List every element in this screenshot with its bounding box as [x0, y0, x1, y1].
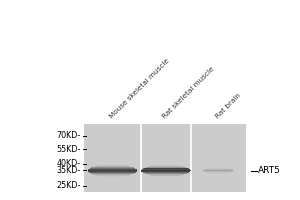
Bar [84, 124, 246, 192]
Bar [151, 175, 181, 176]
Bar [149, 166, 183, 167]
Bar [148, 174, 184, 175]
Text: 70KD-: 70KD- [57, 132, 81, 140]
Bar [145, 173, 187, 174]
Text: 55KD-: 55KD- [57, 144, 81, 154]
Bar [143, 172, 189, 173]
Bar [92, 167, 134, 168]
Text: Rat skeletal muscle: Rat skeletal muscle [162, 66, 216, 120]
Bar [92, 173, 134, 174]
Bar [88, 169, 137, 170]
Text: 40KD-: 40KD- [57, 159, 81, 168]
Text: Rat brain: Rat brain [214, 93, 242, 120]
Bar [141, 170, 191, 171]
Bar [152, 165, 180, 166]
Bar [89, 172, 136, 173]
Text: ART5: ART5 [258, 166, 281, 175]
Bar [152, 175, 180, 176]
Bar [94, 166, 130, 167]
Bar [88, 171, 137, 172]
Text: Mouse skeletal muscle: Mouse skeletal muscle [108, 58, 170, 120]
Bar [141, 171, 190, 172]
Bar [100, 176, 125, 177]
Bar [142, 169, 190, 170]
Bar [90, 168, 135, 169]
Bar [143, 168, 189, 169]
Bar [94, 174, 131, 175]
Bar [96, 175, 129, 176]
Text: 35KD-: 35KD- [57, 166, 81, 175]
Bar [88, 170, 137, 171]
Text: 25KD-: 25KD- [57, 181, 81, 190]
Bar [146, 167, 186, 168]
Bar [97, 165, 128, 166]
